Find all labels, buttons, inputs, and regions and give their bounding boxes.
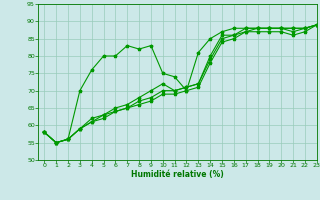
X-axis label: Humidité relative (%): Humidité relative (%) — [131, 170, 224, 179]
